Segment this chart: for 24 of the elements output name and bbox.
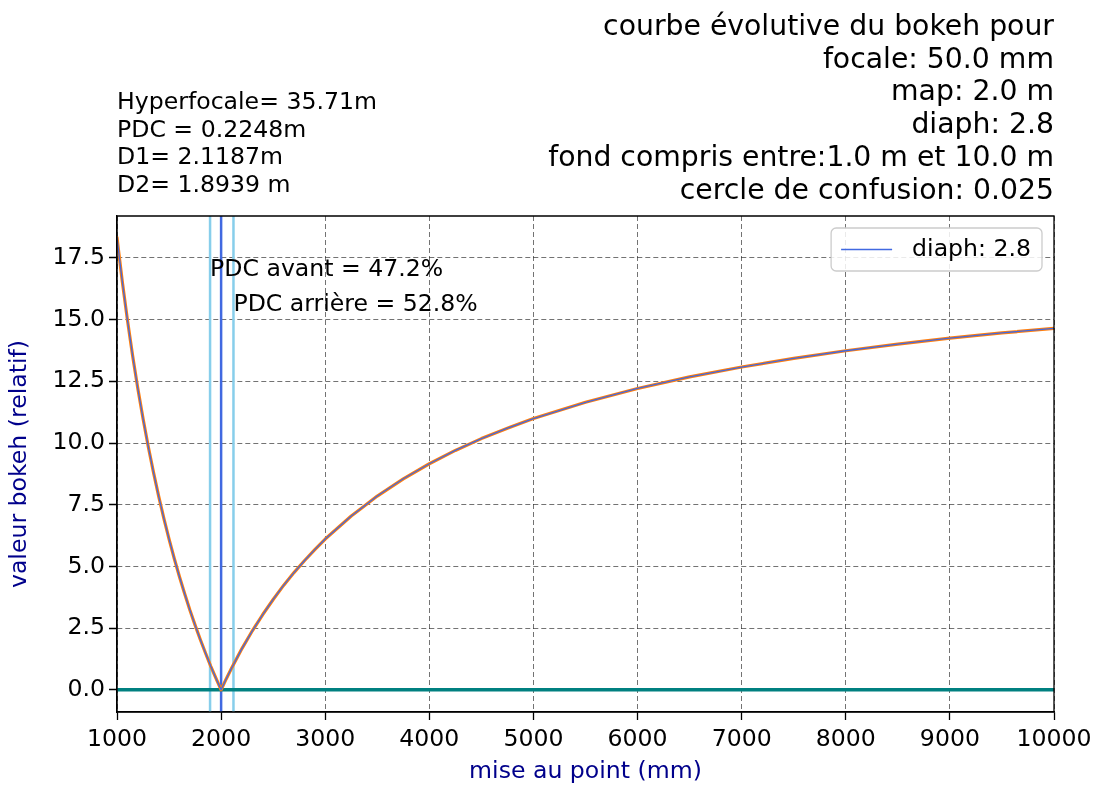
x-tick-label: 7000 bbox=[711, 724, 772, 753]
y-tick-label: 15.0 bbox=[52, 303, 105, 332]
y-tick-label: 7.5 bbox=[67, 488, 105, 517]
annotation: PDC arrière = 52.8% bbox=[233, 288, 478, 317]
text: Hyperfocale= 35.71m PDC = 0.2248m D1= 2.1187m D2= 1.8939 m bbox=[117, 87, 377, 198]
x-tick-label: 9000 bbox=[919, 724, 980, 753]
y-tick-label: 2.5 bbox=[67, 612, 105, 641]
legend-label: diaph: 2.8 bbox=[912, 233, 1031, 262]
x-tick-label: 1000 bbox=[86, 724, 148, 753]
x-tick-label: 6000 bbox=[607, 724, 668, 753]
x-axis-title: mise au point (mm) bbox=[469, 755, 702, 784]
y-tick-label: 10.0 bbox=[52, 427, 105, 456]
y-tick-label: 17.5 bbox=[52, 242, 105, 271]
x-tick-label: 5000 bbox=[503, 724, 564, 753]
chart-title: courbe évolutive du bokeh pour focale: 50.0 mm map: 2.0 m diaph: 2.8 fond compris entre:1.0 m et 10.0 m cercle de confusion: 0.025 bbox=[548, 9, 1054, 207]
x-tick-label: 10000 bbox=[1016, 724, 1092, 753]
y-axis-title: valeur bokeh (relatif) bbox=[4, 339, 33, 589]
y-tick-label: 5.0 bbox=[67, 550, 105, 579]
y-tick-label: 0.0 bbox=[67, 673, 105, 702]
x-tick-label: 8000 bbox=[815, 724, 876, 753]
y-tick-label: 12.5 bbox=[52, 365, 105, 394]
x-tick-label: 4000 bbox=[399, 724, 460, 753]
x-tick-label: 3000 bbox=[295, 724, 356, 753]
x-tick-label: 2000 bbox=[191, 724, 252, 753]
